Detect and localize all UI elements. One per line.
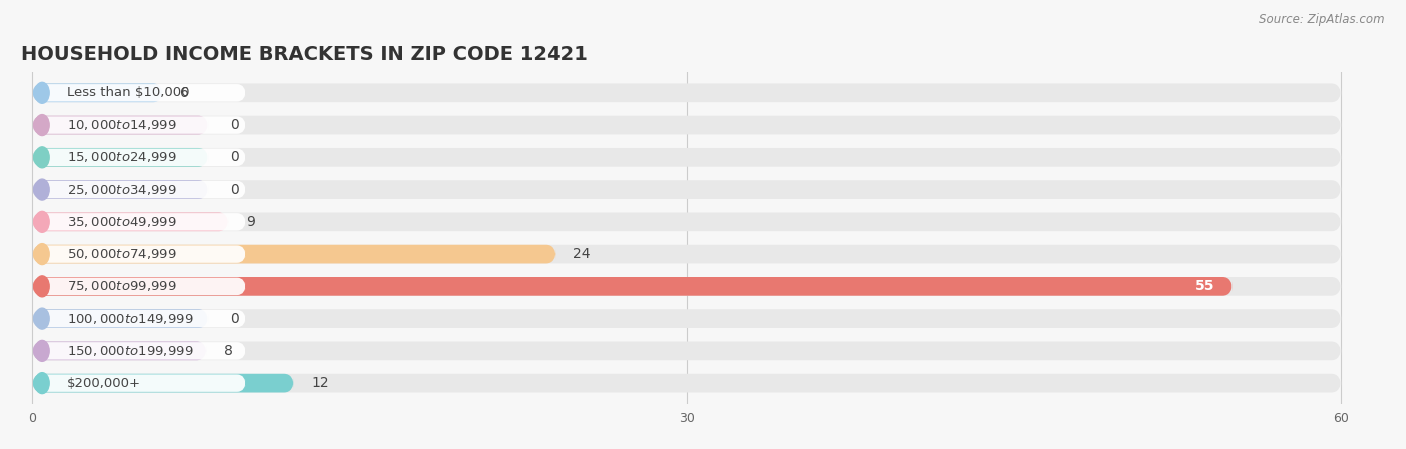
FancyBboxPatch shape [32,116,208,134]
Text: 0: 0 [229,312,239,326]
Circle shape [35,276,49,297]
Text: 0: 0 [229,118,239,132]
FancyBboxPatch shape [32,84,1341,102]
Text: 55: 55 [1195,279,1215,293]
FancyBboxPatch shape [32,148,208,167]
FancyBboxPatch shape [32,180,208,199]
FancyBboxPatch shape [32,212,1341,231]
Text: HOUSEHOLD INCOME BRACKETS IN ZIP CODE 12421: HOUSEHOLD INCOME BRACKETS IN ZIP CODE 12… [21,45,588,64]
Text: $100,000 to $149,999: $100,000 to $149,999 [67,312,194,326]
FancyBboxPatch shape [32,309,1341,328]
Text: 6: 6 [180,86,190,100]
Text: 24: 24 [574,247,591,261]
Text: 0: 0 [229,183,239,197]
FancyBboxPatch shape [32,277,1341,296]
FancyBboxPatch shape [32,342,207,360]
Text: $150,000 to $199,999: $150,000 to $199,999 [67,344,194,358]
FancyBboxPatch shape [38,374,246,392]
FancyBboxPatch shape [32,374,1341,392]
FancyBboxPatch shape [38,116,246,134]
FancyBboxPatch shape [38,84,246,101]
Circle shape [35,82,49,103]
Circle shape [35,340,49,361]
Text: $75,000 to $99,999: $75,000 to $99,999 [67,279,177,293]
FancyBboxPatch shape [32,309,208,328]
FancyBboxPatch shape [38,277,246,295]
Circle shape [35,211,49,232]
Circle shape [35,179,49,200]
FancyBboxPatch shape [38,342,246,360]
FancyBboxPatch shape [32,212,228,231]
FancyBboxPatch shape [32,180,1341,199]
Circle shape [35,244,49,264]
Text: 8: 8 [224,344,233,358]
FancyBboxPatch shape [38,310,246,327]
FancyBboxPatch shape [32,148,1341,167]
Text: 0: 0 [229,150,239,164]
FancyBboxPatch shape [32,277,1232,296]
Circle shape [35,114,49,136]
FancyBboxPatch shape [32,342,1341,360]
FancyBboxPatch shape [38,246,246,263]
Text: $10,000 to $14,999: $10,000 to $14,999 [67,118,177,132]
Text: Less than $10,000: Less than $10,000 [67,86,190,99]
FancyBboxPatch shape [32,245,1341,264]
FancyBboxPatch shape [32,84,163,102]
FancyBboxPatch shape [32,245,555,264]
Text: $50,000 to $74,999: $50,000 to $74,999 [67,247,177,261]
Text: $15,000 to $24,999: $15,000 to $24,999 [67,150,177,164]
Circle shape [35,147,49,168]
Text: 9: 9 [246,215,254,229]
Circle shape [35,308,49,329]
Text: 12: 12 [311,376,329,390]
FancyBboxPatch shape [32,116,1341,134]
FancyBboxPatch shape [38,181,246,198]
Text: $25,000 to $34,999: $25,000 to $34,999 [67,183,177,197]
Text: $35,000 to $49,999: $35,000 to $49,999 [67,215,177,229]
FancyBboxPatch shape [38,149,246,166]
Text: $200,000+: $200,000+ [67,377,141,390]
FancyBboxPatch shape [38,213,246,230]
Text: Source: ZipAtlas.com: Source: ZipAtlas.com [1260,13,1385,26]
FancyBboxPatch shape [32,374,294,392]
Circle shape [35,373,49,394]
